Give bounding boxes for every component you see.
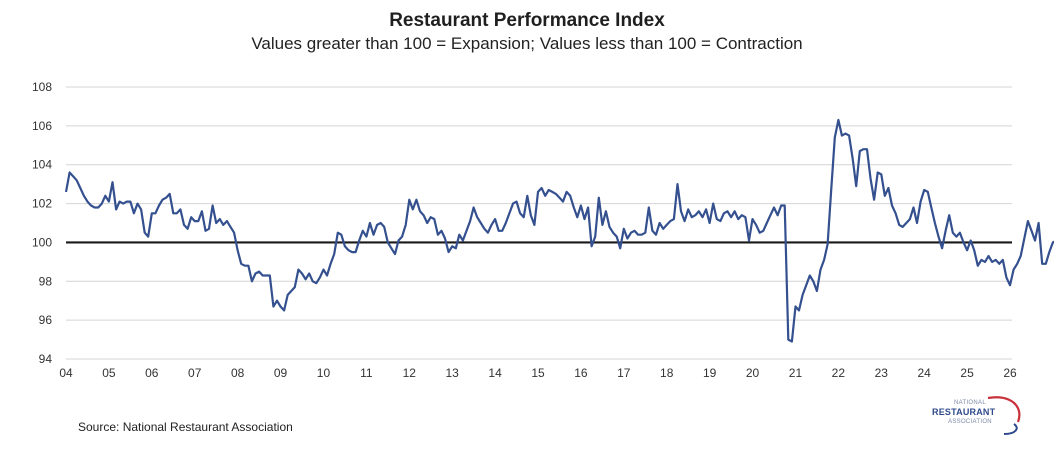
x-tick-label: 07 bbox=[188, 366, 202, 380]
x-tick-label: 21 bbox=[789, 366, 803, 380]
x-tick-label: 18 bbox=[660, 366, 674, 380]
nra-logo: NATIONAL RESTAURANT ASSOCIATION bbox=[930, 392, 1026, 438]
x-tick-label: 12 bbox=[403, 366, 417, 380]
x-tick-label: 08 bbox=[231, 366, 245, 380]
logo-text-association: ASSOCIATION bbox=[948, 419, 992, 425]
y-tick-label: 108 bbox=[32, 80, 52, 94]
x-tick-label: 26 bbox=[1003, 366, 1017, 380]
logo-swoosh-icon bbox=[987, 396, 1021, 435]
x-axis-ticks: 04 05 06 07 08 09 10 11 12 13 14 15 16 17 18 19 20 21 22 23… bbox=[59, 366, 1017, 380]
gridlines bbox=[66, 86, 1012, 360]
x-tick-label: 23 bbox=[875, 366, 889, 380]
y-tick-label: 106 bbox=[32, 119, 52, 133]
series-line bbox=[64, 118, 1054, 343]
x-tick-label: 19 bbox=[703, 366, 717, 380]
x-tick-label: 11 bbox=[360, 366, 373, 380]
y-tick-label: 94 bbox=[39, 352, 53, 366]
x-tick-label: 25 bbox=[960, 366, 974, 380]
y-tick-label: 100 bbox=[32, 235, 52, 249]
x-tick-label: 06 bbox=[145, 366, 159, 380]
chart-title: Restaurant Performance Index bbox=[389, 10, 665, 31]
y-tick-label: 102 bbox=[32, 197, 52, 211]
x-tick-label: 20 bbox=[746, 366, 760, 380]
source-note: Source: National Restaurant Association bbox=[78, 420, 293, 434]
chart-subtitle: Values greater than 100 = Expansion; Val… bbox=[251, 34, 803, 53]
x-tick-label: 24 bbox=[918, 366, 932, 380]
x-tick-label: 22 bbox=[832, 366, 846, 380]
y-tick-label: 96 bbox=[39, 313, 53, 327]
y-axis-ticks: 94 96 98 100 102 104 106 108 bbox=[32, 80, 52, 366]
x-tick-label: 04 bbox=[59, 366, 73, 380]
x-tick-label: 05 bbox=[102, 366, 116, 380]
x-tick-label: 09 bbox=[274, 366, 288, 380]
y-tick-label: 98 bbox=[39, 274, 53, 288]
x-tick-label: 16 bbox=[574, 366, 588, 380]
x-tick-label: 15 bbox=[531, 366, 545, 380]
logo-text-national: NATIONAL bbox=[954, 400, 986, 406]
logo-text-restaurant: RESTAURANT bbox=[932, 407, 996, 417]
x-tick-label: 13 bbox=[446, 366, 460, 380]
x-tick-label: 17 bbox=[617, 366, 631, 380]
y-tick-label: 104 bbox=[32, 158, 52, 172]
x-tick-label: 10 bbox=[317, 366, 331, 380]
x-tick-label: 14 bbox=[488, 366, 502, 380]
